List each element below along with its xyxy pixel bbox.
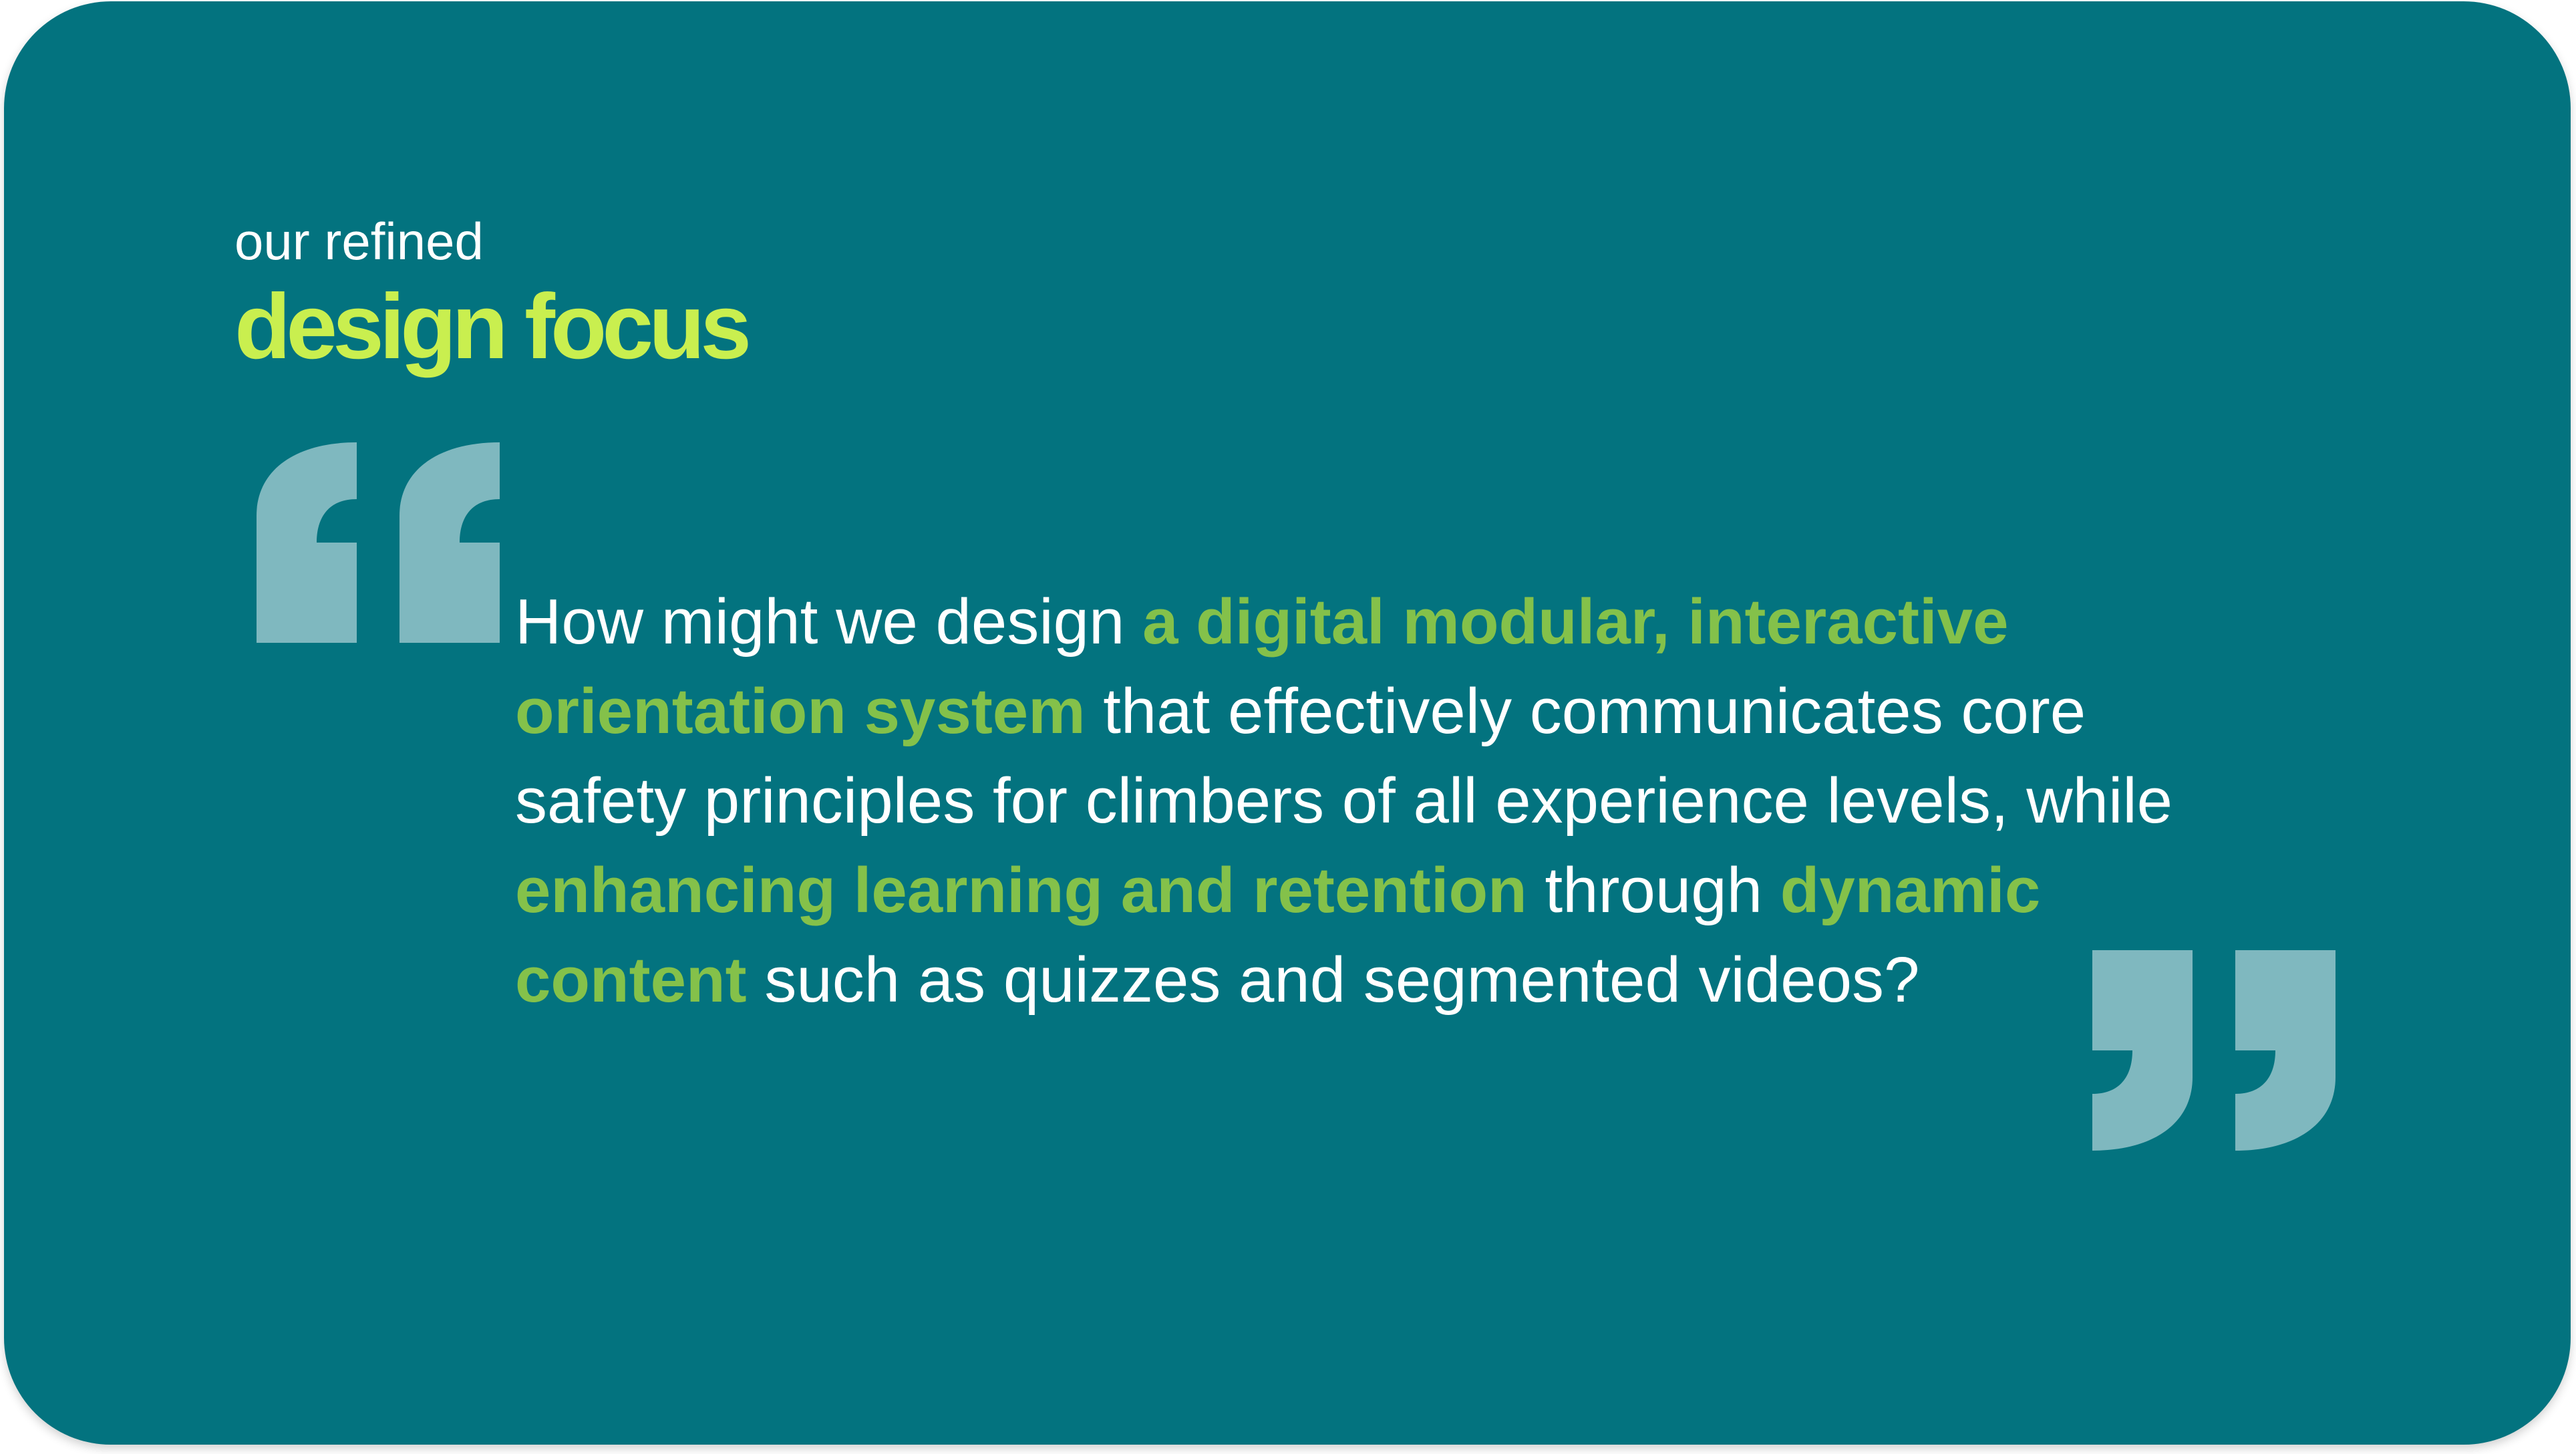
close-quote-icon (2092, 950, 2336, 1151)
problem-statement-quote: How might we design a digital modular, i… (515, 577, 2386, 1025)
quote-line: content such as quizzes and segmented vi… (515, 935, 2386, 1025)
quote-highlight: enhancing learning and retention (515, 855, 1527, 926)
quote-text: such as quizzes and segmented videos? (746, 944, 1920, 1016)
quote-line: How might we design a digital modular, i… (515, 577, 2386, 667)
quote-highlight: content (515, 944, 747, 1016)
quote-line: safety principles for climbers of all ex… (515, 756, 2386, 846)
quote-text: safety principles for climbers of all ex… (515, 765, 2173, 837)
quote-highlight: a digital modular, interactive (1142, 586, 2009, 658)
quote-highlight: dynamic (1780, 855, 2041, 926)
section-title: design focus (234, 275, 752, 378)
quote-line: orientation system that effectively comm… (515, 667, 2386, 756)
open-quote-icon (257, 442, 500, 643)
design-focus-card: our refined design focus How might we de… (4, 1, 2571, 1445)
quote-highlight: orientation system (515, 676, 1086, 747)
quote-text: that effectively communicates core (1085, 676, 2086, 747)
quote-text: through (1526, 855, 1780, 926)
quote-text: How might we design (515, 586, 1143, 658)
quote-line: enhancing learning and retention through… (515, 846, 2386, 935)
eyebrow-label: our refined (234, 212, 484, 271)
